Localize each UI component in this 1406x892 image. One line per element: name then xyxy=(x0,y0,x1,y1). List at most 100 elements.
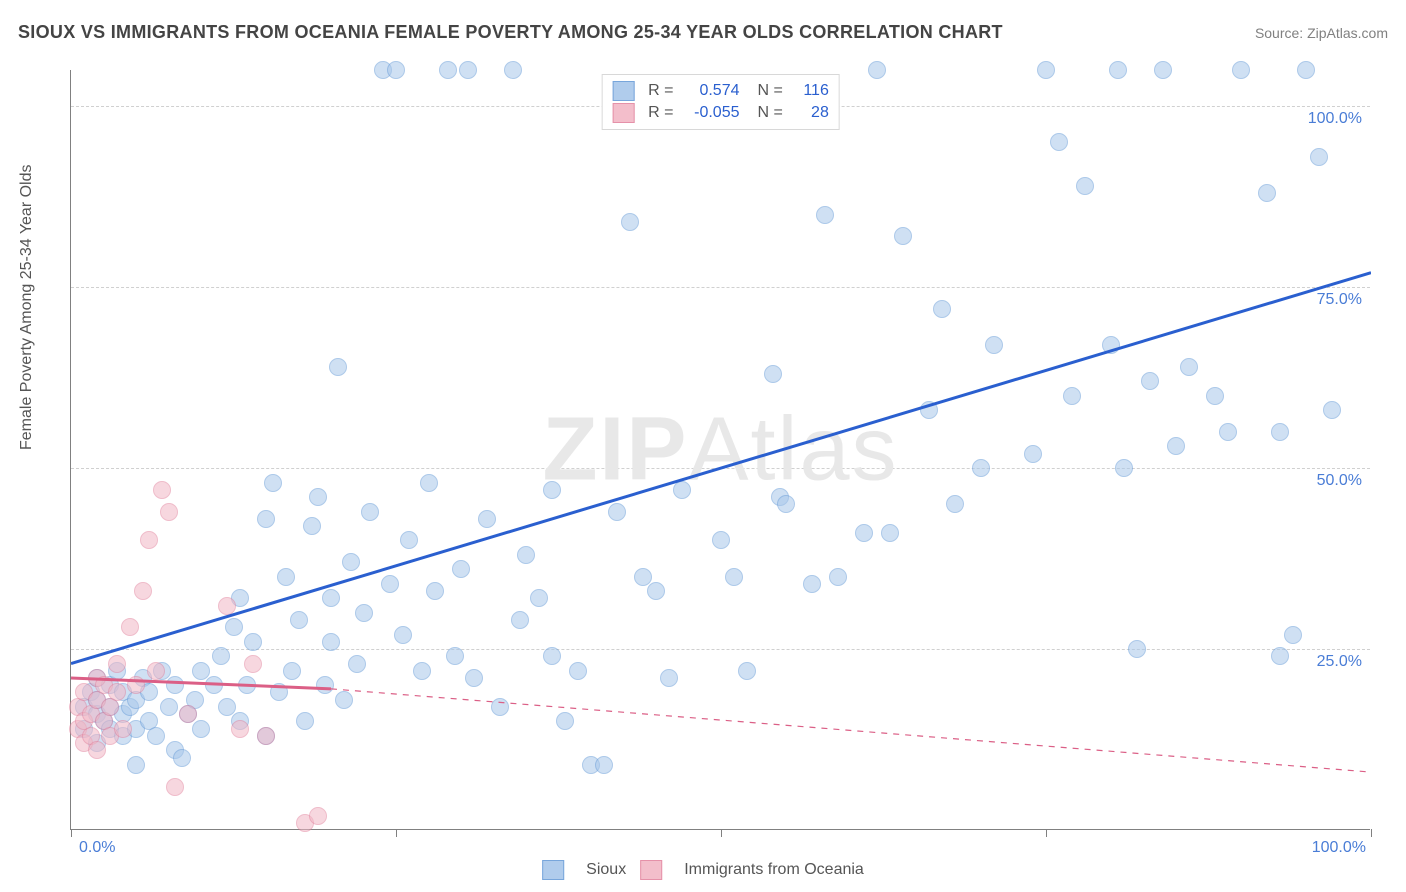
scatter-point-sioux xyxy=(504,61,522,79)
scatter-point-sioux xyxy=(1115,459,1133,477)
scatter-point-oceania xyxy=(140,531,158,549)
y-axis-label: Female Poverty Among 25-34 Year Olds xyxy=(18,165,36,451)
n-label: N = xyxy=(758,104,783,122)
scatter-point-sioux xyxy=(192,720,210,738)
y-tick-label: 100.0% xyxy=(1308,110,1362,128)
scatter-point-sioux xyxy=(1167,437,1185,455)
scatter-point-sioux xyxy=(1297,61,1315,79)
y-tick-label: 25.0% xyxy=(1317,653,1362,671)
source-attribution: Source: ZipAtlas.com xyxy=(1255,25,1388,41)
scatter-point-sioux xyxy=(712,531,730,549)
scatter-point-oceania xyxy=(134,582,152,600)
n-value-sioux: 116 xyxy=(789,82,829,100)
trend-line-extrapolated-oceania xyxy=(331,689,1371,772)
legend-bottom: Sioux Immigrants from Oceania xyxy=(542,860,864,880)
scatter-point-sioux xyxy=(309,488,327,506)
scatter-point-oceania xyxy=(108,683,126,701)
x-tick xyxy=(721,829,722,837)
legend-label-oceania: Immigrants from Oceania xyxy=(684,861,864,879)
scatter-point-sioux xyxy=(1037,61,1055,79)
n-value-oceania: 28 xyxy=(789,104,829,122)
scatter-point-oceania xyxy=(244,655,262,673)
gridline-h xyxy=(71,649,1370,650)
scatter-point-oceania xyxy=(160,503,178,521)
scatter-point-sioux xyxy=(855,524,873,542)
scatter-point-sioux xyxy=(160,698,178,716)
scatter-point-oceania xyxy=(179,705,197,723)
legend-correlation: R = 0.574 N = 116 R = -0.055 N = 28 xyxy=(601,74,840,130)
scatter-point-sioux xyxy=(355,604,373,622)
r-value-oceania: -0.055 xyxy=(680,104,740,122)
x-tick xyxy=(1371,829,1372,837)
scatter-point-sioux xyxy=(1284,626,1302,644)
plot-area: ZIPAtlas R = 0.574 N = 116 R = -0.055 N … xyxy=(70,70,1370,830)
watermark-zip: ZIP xyxy=(542,399,688,499)
legend-label-sioux: Sioux xyxy=(586,861,626,879)
chart-container: ZIPAtlas R = 0.574 N = 116 R = -0.055 N … xyxy=(60,60,1388,842)
scatter-point-oceania xyxy=(147,662,165,680)
scatter-point-oceania xyxy=(309,807,327,825)
scatter-point-sioux xyxy=(335,691,353,709)
legend-swatch-oceania-bottom xyxy=(640,860,662,880)
scatter-point-oceania xyxy=(88,741,106,759)
scatter-point-oceania xyxy=(166,778,184,796)
scatter-point-sioux xyxy=(556,712,574,730)
x-tick xyxy=(1046,829,1047,837)
scatter-point-sioux xyxy=(277,568,295,586)
scatter-point-sioux xyxy=(270,683,288,701)
scatter-point-oceania xyxy=(108,655,126,673)
scatter-point-sioux xyxy=(439,61,457,79)
scatter-point-sioux xyxy=(361,503,379,521)
scatter-point-sioux xyxy=(764,365,782,383)
legend-swatch-oceania xyxy=(612,103,634,123)
scatter-point-sioux xyxy=(426,582,444,600)
scatter-point-sioux xyxy=(1271,423,1289,441)
scatter-point-sioux xyxy=(816,206,834,224)
scatter-point-sioux xyxy=(1063,387,1081,405)
scatter-point-sioux xyxy=(1232,61,1250,79)
scatter-point-sioux xyxy=(348,655,366,673)
scatter-point-sioux xyxy=(881,524,899,542)
scatter-point-sioux xyxy=(491,698,509,716)
scatter-point-sioux xyxy=(257,510,275,528)
scatter-point-sioux xyxy=(192,662,210,680)
scatter-point-sioux xyxy=(394,626,412,644)
scatter-point-oceania xyxy=(121,618,139,636)
scatter-point-sioux xyxy=(127,756,145,774)
scatter-point-sioux xyxy=(1219,423,1237,441)
scatter-point-sioux xyxy=(972,459,990,477)
scatter-point-sioux xyxy=(296,712,314,730)
scatter-point-sioux xyxy=(1180,358,1198,376)
scatter-point-sioux xyxy=(264,474,282,492)
scatter-point-sioux xyxy=(1109,61,1127,79)
scatter-point-oceania xyxy=(114,720,132,738)
scatter-point-sioux xyxy=(738,662,756,680)
scatter-point-sioux xyxy=(173,749,191,767)
scatter-point-sioux xyxy=(511,611,529,629)
scatter-point-sioux xyxy=(225,618,243,636)
gridline-h xyxy=(71,468,1370,469)
scatter-point-sioux xyxy=(647,582,665,600)
scatter-point-sioux xyxy=(621,213,639,231)
scatter-point-sioux xyxy=(894,227,912,245)
scatter-point-sioux xyxy=(933,300,951,318)
scatter-point-sioux xyxy=(1050,133,1068,151)
scatter-point-sioux xyxy=(400,531,418,549)
legend-row-oceania: R = -0.055 N = 28 xyxy=(612,103,829,123)
scatter-point-sioux xyxy=(381,575,399,593)
scatter-point-sioux xyxy=(608,503,626,521)
scatter-point-sioux xyxy=(303,517,321,535)
chart-title: SIOUX VS IMMIGRANTS FROM OCEANIA FEMALE … xyxy=(18,22,1003,43)
watermark: ZIPAtlas xyxy=(542,398,898,501)
scatter-point-sioux xyxy=(147,727,165,745)
r-label: R = xyxy=(648,104,673,122)
scatter-point-sioux xyxy=(1128,640,1146,658)
scatter-point-sioux xyxy=(322,589,340,607)
scatter-point-oceania xyxy=(231,720,249,738)
scatter-point-sioux xyxy=(1154,61,1172,79)
scatter-point-sioux xyxy=(829,568,847,586)
scatter-point-sioux xyxy=(1323,401,1341,419)
scatter-point-sioux xyxy=(316,676,334,694)
scatter-point-sioux xyxy=(218,698,236,716)
scatter-point-sioux xyxy=(517,546,535,564)
